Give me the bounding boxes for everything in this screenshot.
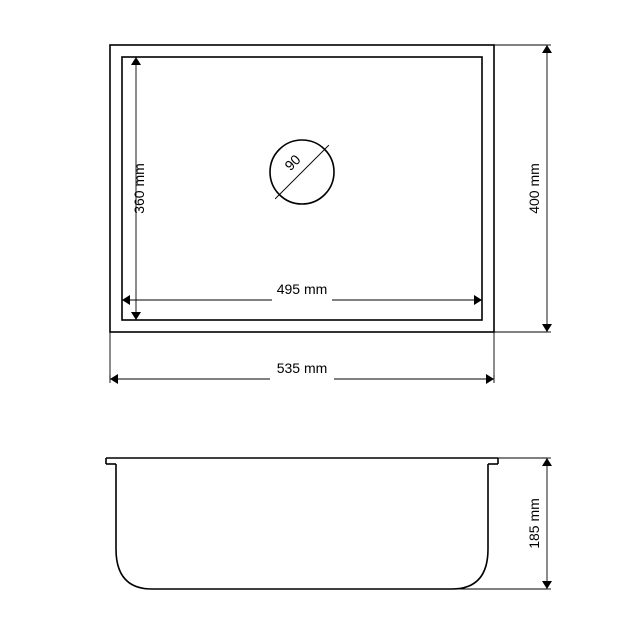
svg-text:185 mm: 185 mm <box>526 498 542 549</box>
dim-inner-height: 360 mm <box>131 57 147 320</box>
dim-side-height: 185 mm <box>526 458 552 589</box>
dim-outer-width: 535 mm <box>110 360 494 384</box>
svg-text:400 mm: 400 mm <box>526 163 542 214</box>
svg-text:535 mm: 535 mm <box>277 360 328 376</box>
bowl-profile <box>116 464 488 589</box>
side-view: 185 mm <box>106 458 552 589</box>
svg-text:360 mm: 360 mm <box>131 163 147 214</box>
dim-outer-height: 400 mm <box>526 45 552 332</box>
dim-inner-width: 495 mm <box>122 281 482 305</box>
svg-text:495 mm: 495 mm <box>277 281 328 297</box>
top-view: 90 495 mm 360 mm 535 mm 400 mm <box>110 45 552 384</box>
drain-diameter-label: 90 <box>281 151 303 173</box>
